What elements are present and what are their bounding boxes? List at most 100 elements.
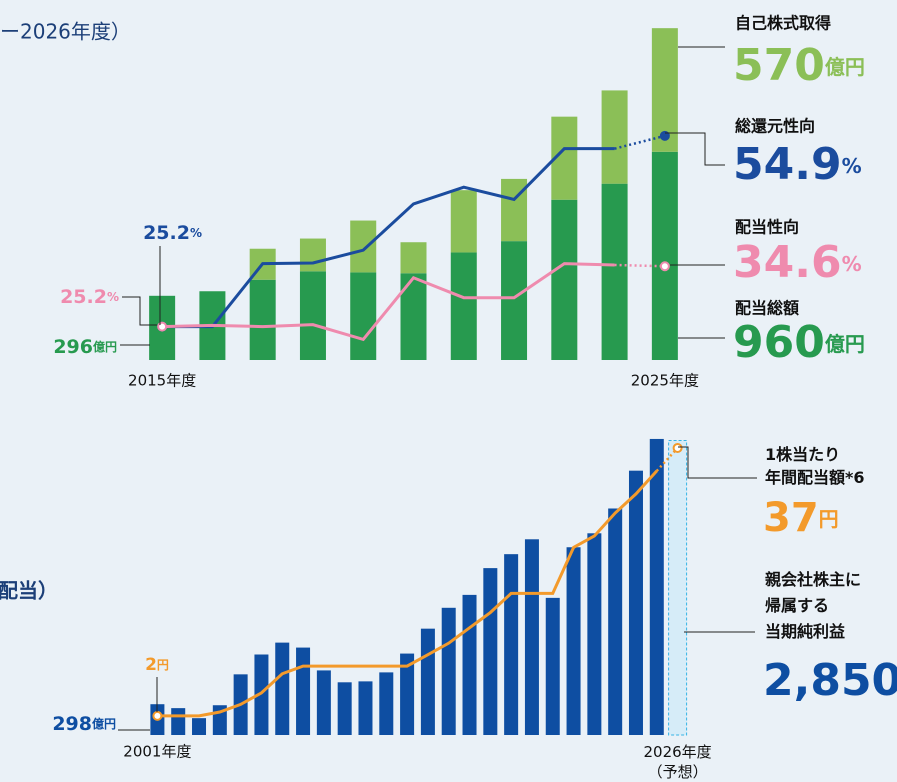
bar (450, 252, 477, 360)
bar (275, 642, 290, 735)
bar (171, 708, 186, 735)
bar (296, 647, 311, 735)
bar (628, 470, 643, 735)
text-part: 296 (53, 336, 93, 358)
bar (608, 508, 623, 735)
text-part: 億円 (825, 55, 865, 79)
data-label: 25.2% (143, 222, 202, 244)
bar (566, 547, 581, 735)
text-part: 37 (763, 495, 819, 541)
data-label: 37円 (763, 495, 839, 541)
line (614, 263, 665, 268)
x-tick-label: 2015年度 (128, 372, 196, 390)
bar (649, 438, 664, 735)
bar (337, 682, 352, 735)
text-part: 帰属する (765, 596, 829, 615)
bar (501, 241, 528, 360)
text-part: 億円 (92, 716, 116, 731)
bar (587, 533, 602, 735)
leader-line (678, 446, 757, 479)
bar (400, 653, 415, 735)
text-part: 2026年度 (644, 743, 712, 761)
bar (420, 628, 435, 735)
text-part: 570 (733, 40, 825, 91)
text-part: 34.6 (733, 237, 842, 288)
legend-label: 配当総額 (735, 299, 799, 318)
text-part: 54.9 (733, 139, 842, 190)
point (152, 710, 163, 721)
text-part: % (107, 290, 119, 304)
bar (668, 440, 688, 736)
legend-label: 総還元性向 (735, 117, 815, 136)
bar (524, 539, 539, 735)
text-part: 当期純利益 (765, 622, 845, 641)
line (157, 469, 658, 718)
bar (249, 279, 276, 360)
bar (551, 199, 578, 360)
bar (504, 554, 519, 735)
bar (651, 151, 678, 360)
legend-label: 1株当たり年間配当額*6 (765, 445, 865, 487)
x-tick-label: 2026年度 （予想） (644, 743, 712, 781)
x-tick-label: 2025年度 (631, 372, 699, 390)
text-part: 2 (145, 655, 157, 675)
bar (601, 90, 628, 184)
data-label: 25.2% (60, 286, 119, 308)
line (162, 262, 615, 342)
bar (358, 681, 373, 735)
point (659, 261, 670, 272)
text-part: 298 (52, 713, 92, 735)
data-label: 570億円 (733, 40, 865, 91)
text-part: 960 (733, 317, 825, 368)
leader-line (122, 296, 157, 326)
point (672, 442, 683, 453)
data-label: 298億円 (52, 713, 116, 735)
bar (350, 272, 377, 360)
bar (545, 597, 560, 735)
text-part: % (842, 252, 862, 276)
data-label: 296億円 (53, 336, 117, 358)
bar (601, 183, 628, 360)
text-part: （予想） (648, 763, 708, 781)
line (655, 447, 679, 472)
text-part: 円 (819, 507, 839, 531)
legend-label: 親会社株主に帰属する当期純利益 (765, 570, 861, 641)
title-fragment: 配当） (0, 579, 58, 603)
text-part: 25.2 (60, 286, 107, 308)
legend-label: 自己株式取得 (735, 14, 831, 33)
bar (400, 273, 427, 360)
text-part: 円 (157, 658, 169, 672)
bar (483, 568, 498, 735)
bar (400, 242, 427, 274)
bar (192, 718, 207, 735)
point (157, 321, 168, 332)
text-part: 親会社株主に (765, 570, 861, 589)
line (614, 134, 666, 150)
text-part: 億円 (825, 332, 865, 356)
point (659, 130, 670, 141)
bar (316, 670, 331, 735)
title-fragment: ー2026年度） (0, 20, 131, 44)
text-part: 25.2 (143, 222, 190, 244)
leader-line (665, 132, 725, 166)
line (162, 147, 615, 329)
bar (254, 654, 269, 735)
text-part: 億円 (93, 339, 117, 354)
data-label: 2円 (145, 655, 169, 675)
bar (379, 672, 394, 735)
bar (350, 220, 377, 273)
x-tick-label: 2001年度 (123, 743, 191, 761)
data-label: 960億円 (733, 317, 865, 368)
bar (299, 271, 326, 360)
bar (462, 594, 477, 735)
text-part: 1株当たり (765, 445, 840, 464)
text-part: % (190, 226, 202, 240)
data-label: 2,850 (763, 655, 897, 706)
bar (441, 607, 456, 735)
bar (450, 190, 477, 253)
legend-label: 配当性向 (735, 218, 799, 237)
text-part: 年間配当額*6 (765, 468, 865, 487)
